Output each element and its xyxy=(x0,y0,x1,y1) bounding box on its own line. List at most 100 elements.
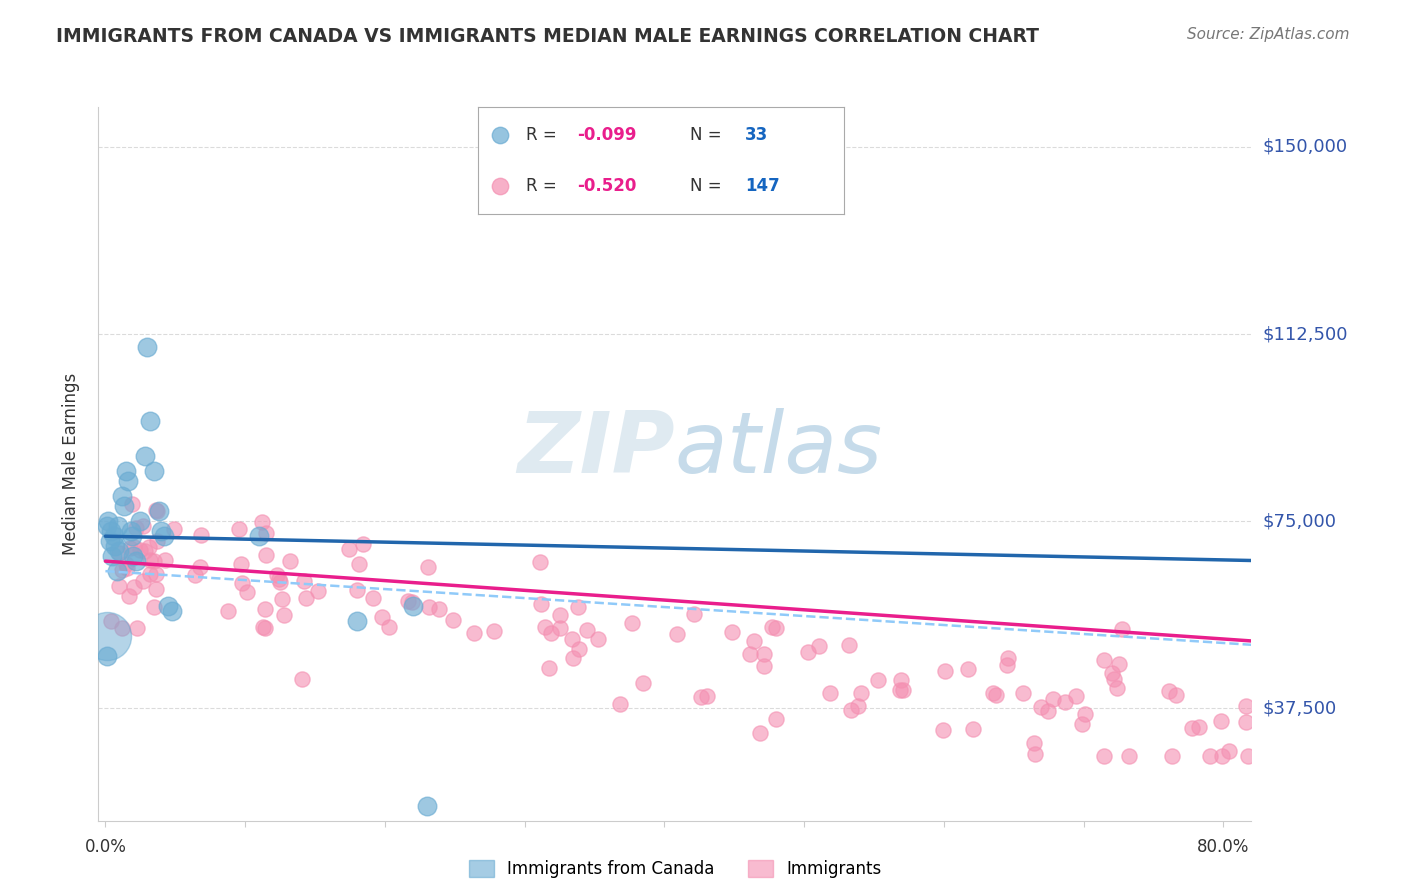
Point xyxy=(765,622,787,636)
Point xyxy=(96,519,118,533)
Point xyxy=(1164,688,1187,702)
Point xyxy=(562,651,585,665)
Point xyxy=(997,651,1019,665)
Point xyxy=(115,557,138,571)
Point xyxy=(738,647,761,661)
Point xyxy=(621,616,644,631)
Point xyxy=(125,554,148,568)
Point xyxy=(132,574,155,588)
Point xyxy=(96,648,118,663)
Point xyxy=(416,559,439,574)
Text: $37,500: $37,500 xyxy=(1263,699,1337,717)
Point xyxy=(561,632,583,646)
Point xyxy=(1157,683,1180,698)
Point xyxy=(96,629,118,643)
Point xyxy=(890,673,912,688)
Point xyxy=(347,557,370,571)
Text: IMMIGRANTS FROM CANADA VS IMMIGRANTS MEDIAN MALE EARNINGS CORRELATION CHART: IMMIGRANTS FROM CANADA VS IMMIGRANTS MED… xyxy=(56,27,1039,45)
Point xyxy=(537,661,560,675)
Point xyxy=(396,594,419,608)
Point xyxy=(995,658,1018,673)
Point xyxy=(588,632,610,646)
Point xyxy=(136,340,159,354)
Point xyxy=(107,519,129,533)
Point xyxy=(765,712,787,726)
Point xyxy=(254,526,277,541)
Point xyxy=(1161,748,1184,763)
Point xyxy=(1111,622,1133,636)
Point xyxy=(568,641,591,656)
Point xyxy=(482,624,505,639)
Point xyxy=(163,522,186,536)
Point xyxy=(402,599,425,613)
Point xyxy=(228,522,250,536)
Point xyxy=(378,620,401,634)
Text: R =: R = xyxy=(526,126,561,144)
Point xyxy=(761,620,783,634)
Point xyxy=(1036,704,1059,718)
Point xyxy=(307,584,329,599)
Point xyxy=(129,514,152,528)
Point xyxy=(132,518,155,533)
Text: atlas: atlas xyxy=(675,408,883,491)
Point xyxy=(529,555,551,569)
Point xyxy=(183,567,205,582)
Point xyxy=(361,591,384,605)
Point xyxy=(696,690,718,704)
Point xyxy=(115,464,138,478)
Point xyxy=(121,529,143,543)
Point xyxy=(252,515,274,529)
Point xyxy=(548,607,571,622)
Point xyxy=(267,573,290,587)
Point xyxy=(118,589,141,603)
Point xyxy=(401,595,423,609)
Text: 0.0%: 0.0% xyxy=(84,838,127,856)
Point xyxy=(1022,736,1045,750)
Point xyxy=(120,541,142,556)
Text: N =: N = xyxy=(690,126,727,144)
Point xyxy=(1042,692,1064,706)
Point xyxy=(253,621,276,635)
Point xyxy=(609,697,631,711)
Point xyxy=(125,521,148,535)
Point xyxy=(1107,681,1129,696)
Point xyxy=(291,672,314,686)
Point xyxy=(143,464,166,478)
Point xyxy=(111,489,134,503)
Point xyxy=(720,625,742,640)
Point xyxy=(231,576,253,591)
Point xyxy=(548,621,571,635)
Point xyxy=(416,798,439,813)
Point xyxy=(1071,717,1094,731)
Text: R =: R = xyxy=(526,178,561,195)
Point xyxy=(122,541,145,555)
Point xyxy=(752,658,775,673)
Point xyxy=(128,543,150,558)
Y-axis label: Median Male Earnings: Median Male Earnings xyxy=(62,373,80,555)
Point xyxy=(266,568,288,582)
Point xyxy=(111,621,134,635)
Point xyxy=(269,575,291,590)
Point xyxy=(1101,666,1123,681)
Point xyxy=(100,524,122,539)
Text: ZIP: ZIP xyxy=(517,408,675,491)
Point xyxy=(108,579,131,593)
Point xyxy=(1102,672,1125,686)
Point xyxy=(111,563,134,577)
Point xyxy=(115,561,138,575)
Text: N =: N = xyxy=(690,178,727,195)
Point xyxy=(108,546,131,560)
Point xyxy=(962,723,984,737)
Point xyxy=(352,537,374,551)
Point xyxy=(145,503,167,517)
Point xyxy=(145,533,167,548)
Point xyxy=(247,529,270,543)
Point xyxy=(112,500,135,514)
Point xyxy=(846,699,869,714)
Point xyxy=(371,610,394,624)
Point xyxy=(346,583,368,598)
Point xyxy=(292,574,315,588)
Point xyxy=(1031,699,1053,714)
Point xyxy=(1211,748,1233,763)
Point xyxy=(100,615,122,629)
